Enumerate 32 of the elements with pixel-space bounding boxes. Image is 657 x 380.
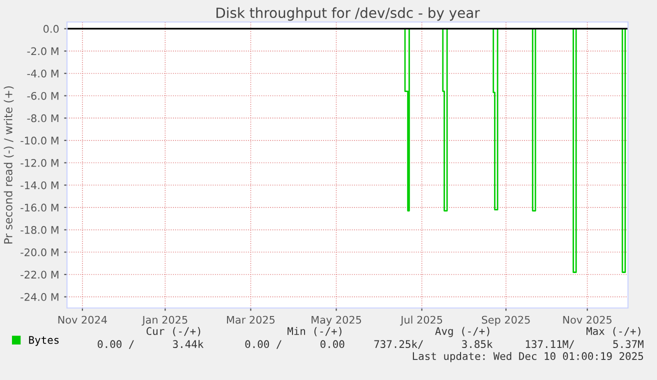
y-tick-label: -10.0 M [20, 136, 58, 145]
text: Last update: Wed Dec 10 01:00:19 2025 [412, 352, 644, 362]
text: 0.00 / 3.44k [98, 340, 204, 349]
text: Max (-/+) [586, 327, 640, 336]
x-tick-label: May 2025 [312, 316, 362, 326]
y-tick-label: -6.0 M [27, 92, 58, 100]
text: Min (-/+) [288, 326, 342, 336]
chart-title: Disk throughput for /dev/sdc - by year [216, 7, 480, 21]
text: Avg (-/+) [435, 326, 490, 338]
y-tick-label: -2.0 M [27, 47, 58, 56]
text: 737.25k/ 3.85k [374, 340, 493, 349]
y-tick-label: -24.0 M [20, 293, 58, 301]
y-tick-label: -4.0 M [27, 70, 58, 78]
y-tick-label: -20.0 M [20, 248, 58, 256]
y-tick-label: -16.0 M [20, 204, 58, 212]
x-tick-label: Nov 2024 [58, 316, 107, 324]
x-tick-label: Nov 2025 [563, 316, 612, 324]
text: 137.11M/ 5.37M [526, 340, 644, 349]
legend-label: Bytes [29, 336, 59, 346]
y-tick-label: -22.0 M [20, 270, 58, 279]
y-tick-label: 0.0 [43, 24, 59, 33]
y-tick-label: -12.0 M [20, 158, 58, 167]
x-tick-label: Jan 2025 [142, 316, 188, 326]
text: Cur (-/+) [146, 327, 200, 336]
y-tick-label: -8.0 M [27, 114, 58, 122]
text: 0.00 / 0.00 [245, 340, 344, 349]
x-tick-label: Sep 2025 [482, 316, 530, 326]
y-tick-label: -14.0 M [20, 181, 58, 190]
y-tick-label: -18.0 M [20, 226, 58, 234]
x-tick-label: Jul 2025 [400, 316, 442, 326]
y-axis-title: Pr second read (-) / write (+) [4, 86, 14, 244]
x-tick-label: Mar 2025 [227, 316, 275, 324]
